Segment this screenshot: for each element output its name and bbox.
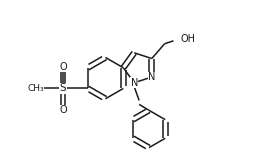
Text: N: N <box>148 72 156 82</box>
Text: O: O <box>59 105 67 115</box>
Text: S: S <box>60 83 66 93</box>
Text: O: O <box>59 62 67 72</box>
Text: CH₃: CH₃ <box>27 84 44 93</box>
Text: OH: OH <box>180 34 195 44</box>
Text: N: N <box>131 78 138 88</box>
